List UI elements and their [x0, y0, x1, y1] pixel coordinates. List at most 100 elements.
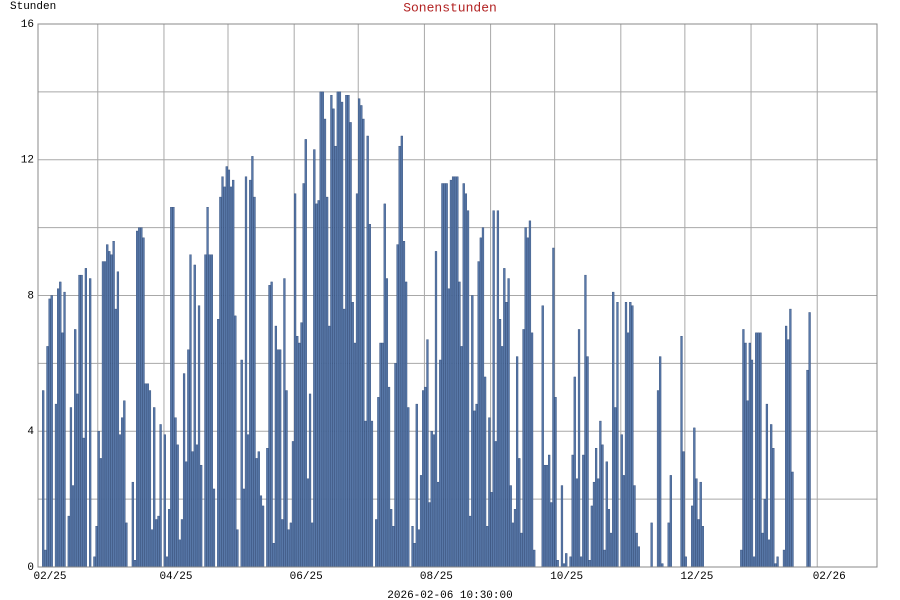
bar — [178, 539, 181, 568]
bar — [293, 193, 297, 568]
bar — [227, 169, 231, 568]
bar — [757, 332, 760, 568]
bar — [513, 509, 517, 568]
bar — [76, 393, 79, 568]
bar — [633, 485, 636, 568]
bar — [458, 281, 461, 568]
bar — [351, 302, 354, 568]
bar — [746, 400, 749, 568]
y-tick-label: 4 — [27, 426, 34, 438]
bar — [274, 325, 278, 568]
bar — [123, 400, 126, 568]
bar — [306, 478, 310, 568]
bar — [434, 251, 438, 568]
bar — [270, 281, 273, 568]
bar — [456, 176, 459, 568]
x-tick-label: 12/25 — [680, 571, 713, 583]
bar — [691, 505, 694, 568]
bar — [659, 356, 662, 568]
bar — [752, 556, 756, 568]
bar — [142, 237, 145, 568]
bar — [637, 546, 640, 568]
bar — [189, 254, 192, 568]
bar — [69, 407, 73, 568]
bar — [695, 478, 698, 568]
bar — [656, 390, 660, 568]
bar — [520, 532, 523, 568]
bar — [394, 363, 397, 568]
bar — [661, 563, 664, 568]
bar — [569, 556, 572, 568]
bar — [473, 410, 476, 568]
bar — [97, 431, 100, 568]
bar — [588, 560, 591, 568]
bar — [466, 210, 470, 568]
bar — [597, 478, 600, 568]
bar — [362, 118, 365, 568]
bar — [247, 434, 250, 568]
bar — [259, 495, 263, 568]
bar — [445, 183, 448, 568]
bar — [475, 403, 478, 568]
bar — [426, 339, 429, 568]
bar — [400, 135, 403, 568]
bar — [441, 183, 444, 568]
bar — [565, 553, 568, 568]
bar — [552, 247, 555, 568]
bar — [136, 230, 139, 568]
bar — [138, 227, 141, 568]
bar — [582, 454, 585, 568]
bar — [462, 183, 465, 568]
bar — [776, 556, 779, 568]
bar — [338, 91, 342, 568]
bar — [763, 498, 766, 568]
bar — [185, 461, 188, 568]
bar — [168, 509, 171, 568]
bar — [93, 556, 96, 568]
bar — [349, 122, 352, 568]
bar — [281, 519, 284, 568]
x-tick-label: 02/25 — [33, 571, 66, 583]
bar — [464, 193, 468, 568]
x-tick-label: 04/25 — [159, 571, 192, 583]
bar — [693, 427, 696, 568]
plot-frame — [37, 23, 878, 568]
bar — [146, 383, 149, 568]
bar — [650, 522, 653, 568]
bar — [80, 274, 83, 568]
bar — [232, 179, 235, 568]
bar — [759, 332, 762, 568]
bar — [144, 383, 147, 568]
bar — [550, 502, 553, 568]
bar — [44, 549, 47, 568]
bar — [358, 98, 361, 568]
bar — [289, 522, 292, 568]
bar — [424, 386, 427, 568]
bar — [197, 305, 201, 568]
y-tick-label: 0 — [27, 562, 34, 574]
bar — [71, 485, 75, 568]
bar — [785, 325, 788, 568]
bar — [701, 526, 704, 568]
bar — [488, 417, 491, 568]
bar — [219, 196, 222, 568]
bar — [748, 342, 751, 568]
bar — [42, 390, 45, 568]
bar — [590, 505, 593, 568]
bar — [545, 464, 549, 568]
x-tick-label: 10/25 — [550, 571, 583, 583]
y-axis-label: Stunden — [10, 1, 56, 13]
bar — [206, 207, 209, 568]
bar — [67, 515, 70, 568]
bar — [755, 332, 758, 568]
bar — [413, 543, 416, 568]
bar — [772, 448, 775, 568]
bar — [530, 332, 534, 568]
bar — [562, 563, 566, 568]
bar — [622, 475, 625, 568]
bar — [240, 359, 243, 568]
bar — [554, 397, 557, 568]
bar — [404, 281, 408, 568]
bar — [193, 264, 196, 568]
bar — [601, 444, 604, 568]
